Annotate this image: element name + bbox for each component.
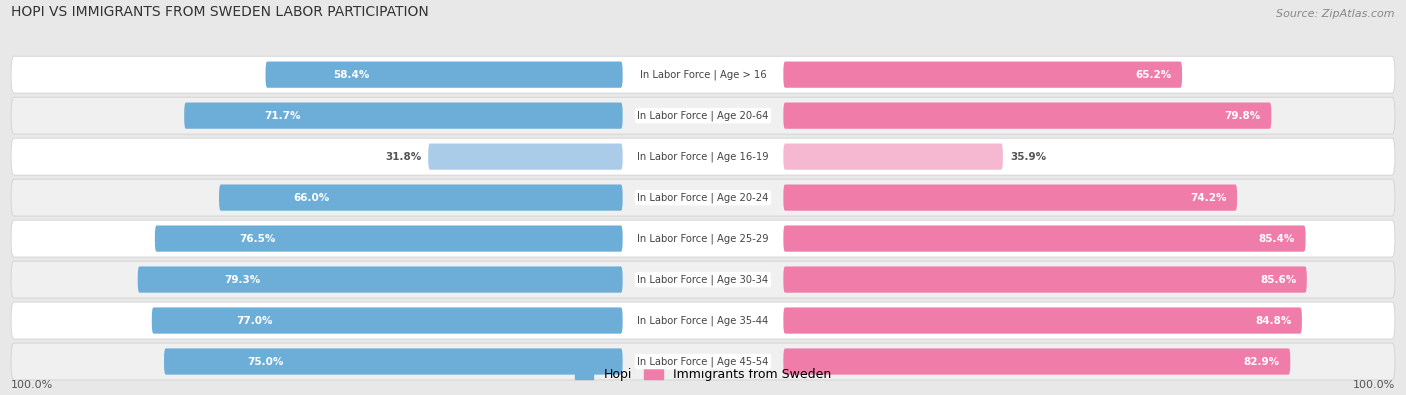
FancyBboxPatch shape <box>11 138 1395 175</box>
Text: 71.7%: 71.7% <box>264 111 301 120</box>
Legend: Hopi, Immigrants from Sweden: Hopi, Immigrants from Sweden <box>569 363 837 386</box>
Text: In Labor Force | Age 25-29: In Labor Force | Age 25-29 <box>637 233 769 244</box>
Text: In Labor Force | Age 30-34: In Labor Force | Age 30-34 <box>637 274 769 285</box>
FancyBboxPatch shape <box>11 56 1395 93</box>
FancyBboxPatch shape <box>11 220 1395 257</box>
FancyBboxPatch shape <box>11 302 1395 339</box>
Text: 84.8%: 84.8% <box>1256 316 1292 325</box>
Text: 85.4%: 85.4% <box>1258 233 1295 244</box>
Text: 85.6%: 85.6% <box>1260 275 1296 284</box>
Text: In Labor Force | Age 45-54: In Labor Force | Age 45-54 <box>637 356 769 367</box>
Text: 82.9%: 82.9% <box>1244 357 1279 367</box>
FancyBboxPatch shape <box>783 226 1306 252</box>
Text: 76.5%: 76.5% <box>239 233 276 244</box>
FancyBboxPatch shape <box>219 184 623 211</box>
FancyBboxPatch shape <box>783 307 1302 334</box>
Text: 79.3%: 79.3% <box>225 275 260 284</box>
Text: 31.8%: 31.8% <box>385 152 422 162</box>
FancyBboxPatch shape <box>165 348 623 374</box>
Text: 35.9%: 35.9% <box>1010 152 1046 162</box>
FancyBboxPatch shape <box>266 62 623 88</box>
Text: 66.0%: 66.0% <box>294 193 330 203</box>
FancyBboxPatch shape <box>783 143 1002 170</box>
Text: 79.8%: 79.8% <box>1225 111 1261 120</box>
FancyBboxPatch shape <box>11 261 1395 298</box>
FancyBboxPatch shape <box>11 97 1395 134</box>
FancyBboxPatch shape <box>783 184 1237 211</box>
Text: 65.2%: 65.2% <box>1135 70 1171 80</box>
Text: In Labor Force | Age 16-19: In Labor Force | Age 16-19 <box>637 151 769 162</box>
Text: In Labor Force | Age 20-64: In Labor Force | Age 20-64 <box>637 110 769 121</box>
FancyBboxPatch shape <box>429 143 623 170</box>
Text: 100.0%: 100.0% <box>1353 380 1395 390</box>
Text: 75.0%: 75.0% <box>247 357 283 367</box>
Text: 58.4%: 58.4% <box>333 70 370 80</box>
FancyBboxPatch shape <box>783 103 1271 129</box>
FancyBboxPatch shape <box>783 348 1291 374</box>
FancyBboxPatch shape <box>184 103 623 129</box>
FancyBboxPatch shape <box>11 179 1395 216</box>
Text: HOPI VS IMMIGRANTS FROM SWEDEN LABOR PARTICIPATION: HOPI VS IMMIGRANTS FROM SWEDEN LABOR PAR… <box>11 5 429 19</box>
FancyBboxPatch shape <box>138 267 623 293</box>
Text: 100.0%: 100.0% <box>11 380 53 390</box>
Text: Source: ZipAtlas.com: Source: ZipAtlas.com <box>1277 9 1395 19</box>
Text: 77.0%: 77.0% <box>236 316 273 325</box>
Text: In Labor Force | Age 35-44: In Labor Force | Age 35-44 <box>637 315 769 326</box>
FancyBboxPatch shape <box>155 226 623 252</box>
FancyBboxPatch shape <box>11 343 1395 380</box>
FancyBboxPatch shape <box>783 267 1306 293</box>
Text: In Labor Force | Age 20-24: In Labor Force | Age 20-24 <box>637 192 769 203</box>
FancyBboxPatch shape <box>152 307 623 334</box>
FancyBboxPatch shape <box>783 62 1182 88</box>
Text: 74.2%: 74.2% <box>1189 193 1226 203</box>
Text: In Labor Force | Age > 16: In Labor Force | Age > 16 <box>640 70 766 80</box>
